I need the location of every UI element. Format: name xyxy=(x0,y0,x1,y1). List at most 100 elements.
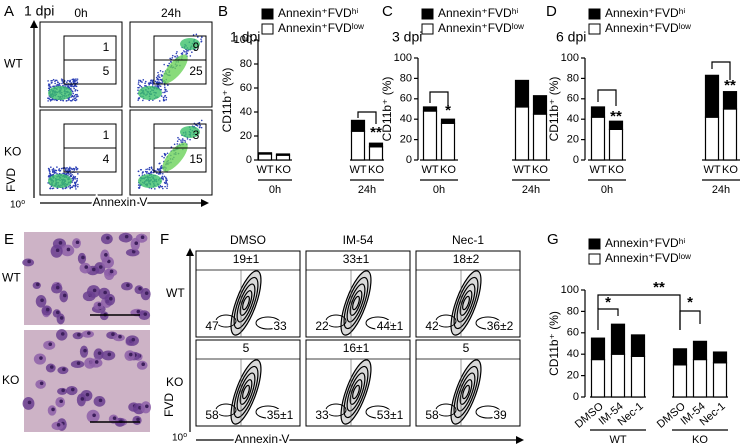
micrograph xyxy=(22,329,152,432)
event-dot xyxy=(162,98,165,101)
event-dot xyxy=(161,175,164,178)
y-tick-label: 0 xyxy=(406,154,412,166)
row-label: KO xyxy=(166,375,183,389)
event-dot xyxy=(162,178,164,181)
event-dot xyxy=(75,98,78,101)
contour xyxy=(346,372,366,412)
chart-title: 3 dpi xyxy=(392,29,422,45)
event-dot xyxy=(163,156,165,159)
event-dot xyxy=(51,81,53,84)
arrow-head xyxy=(201,199,209,207)
bar-segment xyxy=(692,358,708,398)
event-dot xyxy=(47,100,49,102)
nucleus xyxy=(77,332,81,337)
flow-plot: 19±1 47 33 xyxy=(195,250,301,338)
contour xyxy=(233,365,259,419)
event-dot xyxy=(76,179,78,182)
nucleus xyxy=(58,241,63,245)
gate-value: 9 xyxy=(193,40,200,54)
event-dot xyxy=(75,184,77,187)
event-dot xyxy=(159,169,162,172)
nucleus xyxy=(39,381,44,386)
event-dot xyxy=(200,38,202,40)
event-dot xyxy=(66,167,68,169)
event-dot xyxy=(69,79,71,82)
bar-segment xyxy=(257,152,273,155)
nucleus xyxy=(27,400,32,405)
x-tick-label: KO xyxy=(608,164,624,176)
event-dot xyxy=(65,168,67,171)
event-dot xyxy=(70,96,73,98)
y-axis-label: CD11b⁺ (%) xyxy=(547,311,561,376)
contour xyxy=(242,295,250,311)
legend-label: Annexin⁺FVDˡᵒʷ xyxy=(605,251,691,265)
nucleus xyxy=(75,240,80,245)
contour xyxy=(233,276,259,330)
event-dot xyxy=(177,136,179,139)
group-label: WT xyxy=(609,434,626,446)
event-dot xyxy=(61,82,63,85)
gate-value: 5 xyxy=(103,64,110,78)
event-dot xyxy=(50,166,52,168)
gate-value: 16±1 xyxy=(343,341,370,355)
event-dot xyxy=(164,182,167,185)
y-tick-label: 80 xyxy=(240,58,252,70)
event-dot xyxy=(160,165,163,167)
event-dot xyxy=(137,89,139,91)
bar-segment xyxy=(440,118,456,124)
annotation: ** xyxy=(653,279,665,296)
bar-segment xyxy=(368,146,384,161)
event-dot xyxy=(201,36,203,39)
panel-label: A xyxy=(4,3,14,20)
row-label: WT xyxy=(166,286,185,300)
x-tick-label: WT xyxy=(256,164,273,176)
event-dot xyxy=(138,79,140,82)
gate-value: 35±1 xyxy=(267,408,294,422)
contour xyxy=(475,316,501,330)
density xyxy=(138,174,162,188)
contour xyxy=(365,405,391,419)
event-dot xyxy=(155,169,157,172)
nucleus xyxy=(118,334,122,339)
event-dot xyxy=(200,40,203,43)
y-axis-label: FVD xyxy=(162,393,176,417)
event-dot xyxy=(57,169,60,171)
event-dot xyxy=(138,174,141,177)
significance-bracket xyxy=(679,310,701,330)
legend-label: Annexin⁺FVDʰⁱ xyxy=(278,6,358,20)
x-tick-label: KO xyxy=(368,164,384,176)
micrograph xyxy=(22,232,151,325)
bar-segment xyxy=(275,154,291,161)
bar-segment xyxy=(440,122,456,161)
annotation: ** xyxy=(370,124,382,141)
event-dot xyxy=(165,179,167,182)
bar-segment xyxy=(422,106,438,112)
event-dot xyxy=(167,84,169,87)
event-dot xyxy=(72,178,75,181)
event-dot xyxy=(151,79,153,82)
gate-value: 39 xyxy=(493,408,507,422)
event-dot xyxy=(166,187,168,190)
nucleus xyxy=(60,332,65,336)
event-dot xyxy=(176,51,178,53)
density xyxy=(48,86,72,100)
contour xyxy=(340,270,372,336)
gate xyxy=(153,59,207,85)
event-dot xyxy=(68,173,70,175)
group-label: 0h xyxy=(601,184,613,196)
event-dot xyxy=(49,174,52,176)
event-dot xyxy=(157,71,159,74)
density xyxy=(162,54,188,84)
legend-label: Annexin⁺FVDˡᵒʷ xyxy=(605,21,691,35)
bar-segment xyxy=(630,355,646,398)
nucleus xyxy=(124,234,129,239)
flow-plot: 33±1 22 44±1 xyxy=(305,250,411,338)
contour xyxy=(325,403,347,417)
nucleus xyxy=(128,352,133,357)
event-dot xyxy=(164,185,166,188)
event-dot xyxy=(75,166,77,168)
event-dot xyxy=(48,168,50,170)
event-dot xyxy=(171,54,174,57)
event-dot xyxy=(64,187,67,190)
contour xyxy=(456,372,476,412)
